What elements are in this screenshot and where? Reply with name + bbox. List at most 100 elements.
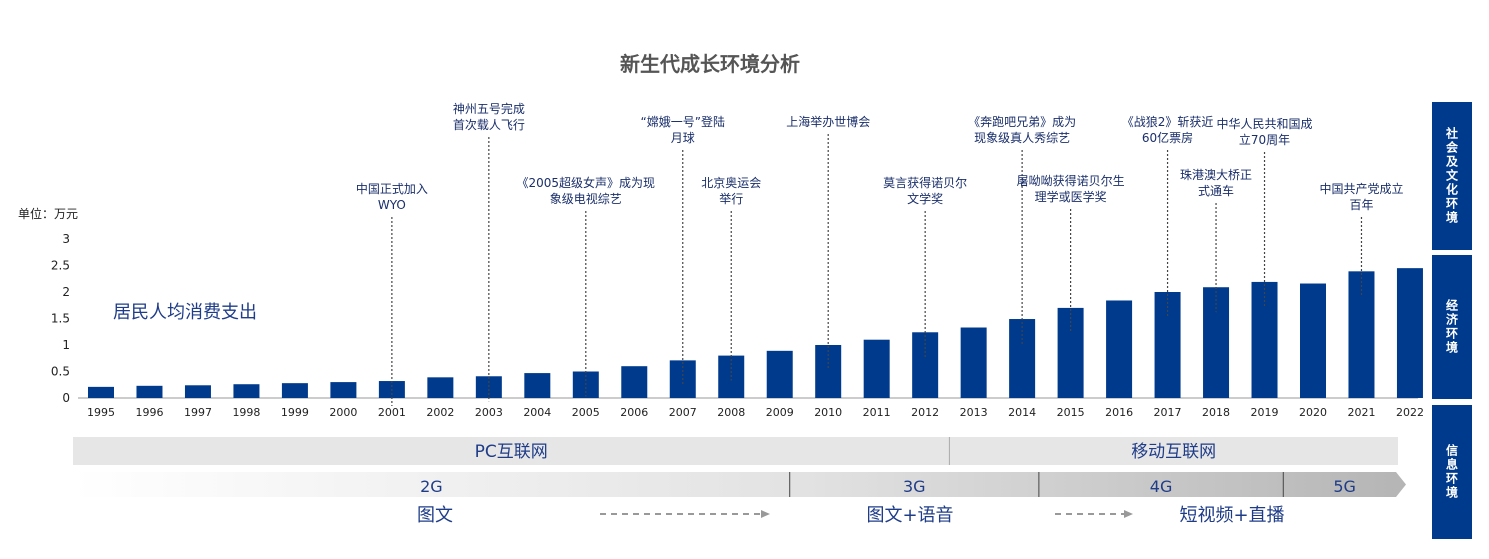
event-label: 北京奥运会	[701, 176, 761, 190]
bar	[184, 385, 211, 398]
event-label: 珠港澳大桥正	[1180, 168, 1252, 182]
bar	[1396, 268, 1423, 398]
event-label: 中华人民共和国成	[1217, 116, 1313, 131]
x-tick-label: 2001	[378, 406, 406, 419]
event-label: 百年	[1349, 198, 1373, 212]
x-tick-label: 2010	[814, 406, 842, 419]
bar	[281, 383, 308, 398]
content-arrow-head	[1124, 510, 1133, 518]
event-label: 《战狼2》斩获近	[1122, 114, 1214, 129]
event-label: 理学或医学奖	[1035, 189, 1107, 204]
x-tick-label: 2007	[669, 406, 697, 419]
side-panel-social-label: 社会及文化环境	[1444, 127, 1459, 225]
x-tick-label: 2021	[1347, 406, 1375, 419]
x-tick-label: 2002	[426, 406, 454, 419]
event-label: 上海举办世博会	[786, 114, 870, 129]
x-tick-label: 2020	[1299, 406, 1327, 419]
x-tick-label: 1999	[281, 406, 309, 419]
x-tick-label: 2019	[1251, 406, 1279, 419]
x-tick-label: 2005	[572, 406, 600, 419]
x-tick-label: 2013	[960, 406, 988, 419]
bar	[1300, 283, 1326, 398]
internet-band	[73, 437, 1398, 465]
bar	[1009, 319, 1036, 398]
x-tick-label: 2012	[911, 406, 939, 419]
network-label: 3G	[903, 477, 926, 496]
series-label: 居民人均消费支出	[113, 302, 257, 323]
x-tick-label: 2018	[1202, 406, 1230, 419]
bar	[475, 376, 502, 398]
bar	[427, 377, 454, 398]
bar	[960, 327, 987, 398]
side-panel-info-label: 信息环境	[1444, 444, 1459, 500]
x-tick-label: 2015	[1057, 406, 1085, 419]
x-tick-label: 2014	[1008, 406, 1036, 419]
content-arrow-head	[761, 510, 770, 518]
side-panel-social: 社会及文化环境	[1432, 102, 1472, 250]
y-tick-label: 2.5	[51, 259, 70, 273]
x-tick-label: 1995	[87, 406, 115, 419]
x-tick-label: 2008	[717, 406, 745, 419]
x-tick-label: 2006	[620, 406, 648, 419]
event-label: 式通车	[1198, 183, 1234, 198]
bar	[1203, 287, 1230, 398]
side-panel-economy: 经济环境	[1432, 255, 1472, 399]
bar	[815, 345, 842, 398]
content-label: 短视频+直播	[1179, 505, 1284, 526]
event-label: 屠呦呦获得诺贝尔生	[1017, 173, 1125, 188]
network-label: 2G	[420, 477, 443, 496]
y-tick-label: 0	[62, 391, 70, 405]
chart-title: 新生代成长环境分析	[620, 52, 800, 76]
x-tick-label: 1998	[232, 406, 260, 419]
side-panel-info: 信息环境	[1432, 405, 1472, 539]
x-tick-label: 2000	[329, 406, 357, 419]
y-tick-label: 1	[62, 338, 70, 352]
event-label: 文学奖	[907, 191, 943, 206]
bar	[766, 350, 793, 398]
bar	[1348, 271, 1375, 398]
content-label: 图文	[417, 505, 453, 526]
event-label: 立70周年	[1239, 132, 1290, 147]
network-label: 4G	[1150, 477, 1173, 496]
network-label: 5G	[1333, 477, 1356, 496]
x-tick-label: 2004	[523, 406, 551, 419]
event-label: 《奔跑吧兄弟》成为	[968, 115, 1076, 129]
x-tick-label: 2011	[863, 406, 891, 419]
y-tick-label: 2	[62, 285, 70, 299]
y-tick-label: 0.5	[51, 365, 70, 379]
event-label: “嫦娥一号”登陆	[641, 114, 725, 129]
event-label: 神州五号完成	[453, 101, 525, 116]
content-label: 图文+语音	[866, 505, 953, 526]
x-tick-label: 1997	[184, 406, 212, 419]
bar	[88, 386, 114, 398]
bar	[1154, 292, 1181, 398]
x-tick-label: 2022	[1396, 406, 1424, 419]
event-label: 中国正式加入	[356, 181, 428, 196]
bar	[233, 384, 260, 398]
event-label: 《2005超级女声》成为现	[517, 175, 656, 190]
internet-label-mobile: 移动互联网	[1131, 442, 1216, 462]
x-tick-label: 2003	[475, 406, 503, 419]
bar	[912, 332, 939, 398]
event-label: 莫言获得诺贝尔	[883, 175, 967, 190]
x-tick-label: 2009	[766, 406, 794, 419]
x-tick-label: 2017	[1154, 406, 1182, 419]
event-label: 举行	[719, 192, 743, 206]
bar	[136, 385, 163, 398]
bar	[1251, 281, 1278, 398]
event-label: WYO	[378, 198, 406, 212]
bar	[330, 382, 357, 398]
internet-label-pc: PC互联网	[475, 442, 548, 462]
event-label: 现象级真人秀综艺	[974, 131, 1070, 145]
side-panel-economy-label: 经济环境	[1444, 299, 1459, 355]
y-tick-label: 3	[62, 232, 70, 246]
event-label: 月球	[671, 131, 695, 145]
bar	[863, 339, 890, 398]
bar	[524, 373, 551, 398]
bar	[621, 366, 648, 398]
event-label: 首次载人飞行	[453, 118, 525, 132]
x-tick-label: 1996	[135, 406, 163, 419]
unit-label: 单位：万元	[18, 207, 79, 221]
